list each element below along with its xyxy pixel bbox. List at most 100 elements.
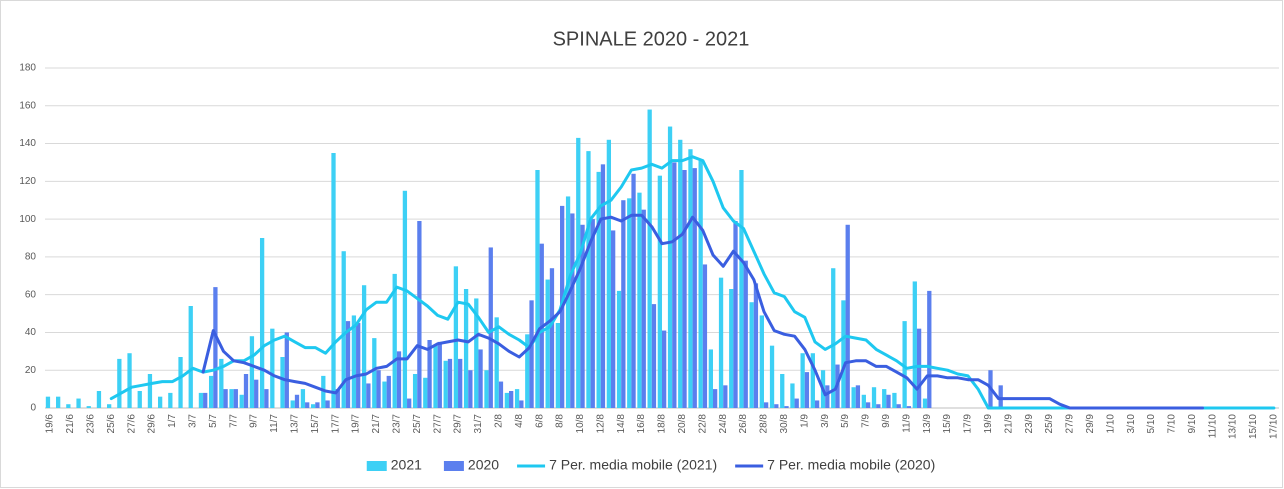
bar xyxy=(417,221,422,408)
bar xyxy=(315,402,320,408)
bar xyxy=(280,357,285,408)
y-tick-label: 0 xyxy=(30,403,36,414)
x-tick-label: 9/7 xyxy=(249,414,260,428)
bar xyxy=(305,402,310,408)
bar xyxy=(504,392,510,408)
bar xyxy=(662,330,667,408)
x-tick-label: 3/10 xyxy=(1126,414,1137,434)
x-tick-label: 21/7 xyxy=(371,414,382,434)
bar xyxy=(627,198,632,408)
bar xyxy=(447,358,453,408)
bar xyxy=(294,394,300,408)
x-tick-label: 23/6 xyxy=(86,414,97,434)
bar xyxy=(912,281,917,408)
x-tick-label: 15/9 xyxy=(942,414,953,434)
bar xyxy=(545,279,550,408)
bar xyxy=(845,224,850,408)
bar xyxy=(382,381,387,408)
bar xyxy=(509,391,514,408)
bar xyxy=(790,383,795,408)
x-tick-label: 25/9 xyxy=(1044,414,1055,434)
bar xyxy=(855,385,861,408)
bar xyxy=(468,370,473,408)
legend-label: 7 Per. media mobile (2020) xyxy=(767,457,935,473)
bar xyxy=(586,151,591,408)
bar xyxy=(239,394,244,408)
bar xyxy=(769,345,775,408)
bar xyxy=(739,170,744,408)
bar xyxy=(178,357,183,408)
bar xyxy=(300,389,306,408)
bar xyxy=(412,374,418,408)
bar xyxy=(66,404,71,408)
bar xyxy=(611,230,616,408)
bar xyxy=(651,304,657,408)
bar xyxy=(284,332,289,408)
bar xyxy=(259,238,265,408)
bar xyxy=(718,277,724,408)
bar xyxy=(759,315,764,408)
legend-swatch xyxy=(443,461,464,471)
x-tick-label: 17/7 xyxy=(330,414,341,434)
bar xyxy=(570,213,575,408)
bar xyxy=(743,260,748,408)
bar xyxy=(213,287,218,408)
line xyxy=(201,213,1204,410)
x-tick-label: 11/7 xyxy=(269,414,280,433)
x-tick-label: 5/9 xyxy=(840,414,851,428)
legend-swatch xyxy=(366,461,387,471)
bar xyxy=(107,404,112,408)
x-tick-label: 22/8 xyxy=(697,414,708,434)
bar xyxy=(616,290,622,408)
bar xyxy=(876,404,881,408)
x-tick-label: 9/9 xyxy=(881,414,892,428)
bar xyxy=(423,377,428,408)
bar xyxy=(637,192,642,408)
bar xyxy=(753,283,759,408)
bar xyxy=(356,323,361,408)
y-tick-label: 40 xyxy=(25,327,37,338)
bar xyxy=(270,328,275,408)
bar xyxy=(203,392,208,408)
bar xyxy=(335,389,340,408)
x-tick-label: 18/8 xyxy=(657,414,668,434)
bar xyxy=(692,168,697,408)
x-tick-label: 23/7 xyxy=(391,414,402,434)
x-tick-label: 24/8 xyxy=(718,414,729,434)
x-tick-label: 21/9 xyxy=(1003,414,1014,434)
x-tick-label: 27/6 xyxy=(126,414,137,434)
bar xyxy=(331,153,336,408)
bar xyxy=(723,385,728,408)
bar xyxy=(525,334,530,408)
bar xyxy=(794,398,799,408)
y-tick-label: 60 xyxy=(25,289,37,300)
bar xyxy=(702,264,708,408)
bar xyxy=(484,370,489,408)
bar xyxy=(749,302,754,408)
y-tick-label: 20 xyxy=(25,365,37,376)
bar xyxy=(865,402,871,408)
bar xyxy=(688,149,693,408)
bar xyxy=(188,306,193,408)
bar xyxy=(341,251,346,408)
x-tick-label: 19/7 xyxy=(351,414,362,434)
bar xyxy=(127,353,132,408)
bar xyxy=(892,392,897,408)
x-tick-label: 25/6 xyxy=(106,414,117,434)
bar xyxy=(729,289,734,408)
bar xyxy=(168,392,173,408)
bar xyxy=(886,394,891,408)
bar xyxy=(708,349,713,408)
x-tick-label: 1/7 xyxy=(167,414,178,428)
y-tick-label: 160 xyxy=(19,100,36,111)
x-tick-label: 30/8 xyxy=(779,414,790,434)
x-tick-label: 6/8 xyxy=(534,414,545,428)
bar xyxy=(763,402,769,408)
bar xyxy=(927,290,932,408)
bar xyxy=(219,358,224,408)
x-tick-label: 21/6 xyxy=(65,414,76,434)
bar xyxy=(529,300,534,408)
bar xyxy=(157,396,163,408)
bar xyxy=(147,374,153,408)
x-tick-label: 16/8 xyxy=(636,414,647,434)
